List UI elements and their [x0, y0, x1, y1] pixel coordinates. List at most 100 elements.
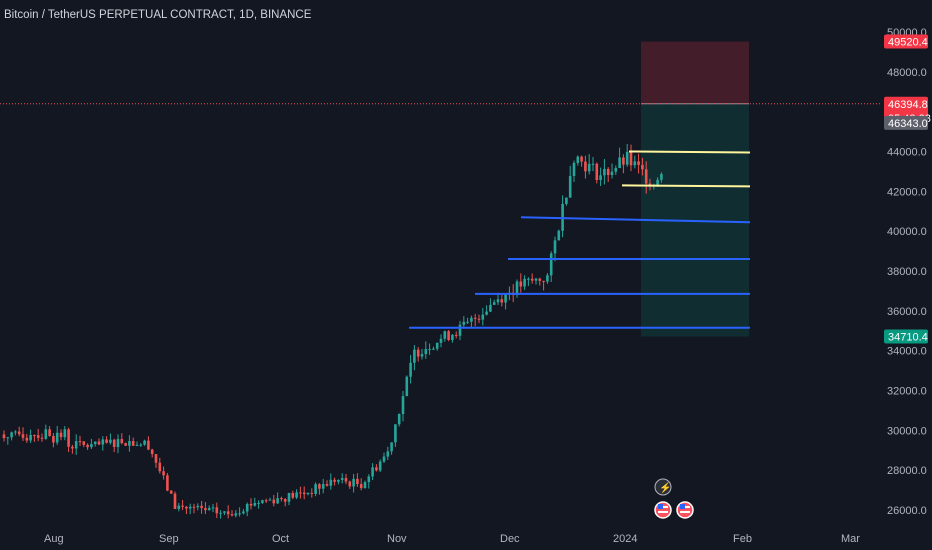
- current-price-badge: 46394.8: [888, 99, 928, 111]
- candle-body: [428, 349, 431, 351]
- candle-body: [599, 175, 602, 181]
- candle-body: [321, 484, 325, 489]
- price-axis-label: 36000.0: [887, 306, 927, 318]
- candle-body: [82, 441, 86, 445]
- time-axis-label: Aug: [44, 533, 64, 545]
- candle-body: [10, 432, 13, 438]
- candle-body: [473, 317, 477, 319]
- candle-body: [147, 440, 150, 450]
- time-axis-label: Mar: [841, 533, 860, 545]
- candle-body: [14, 431, 17, 433]
- candle-body: [656, 179, 659, 186]
- candle-body: [135, 444, 139, 446]
- support-line-40k[interactable]: [520, 216, 751, 224]
- candle-body: [367, 476, 371, 483]
- candle-body: [150, 449, 154, 455]
- candle-body: [6, 437, 10, 439]
- candle-body: [519, 281, 523, 287]
- candle-body: [557, 230, 561, 241]
- price-axis-label: 38000.0: [887, 266, 927, 278]
- candle-body: [629, 151, 633, 166]
- candle-body: [249, 503, 253, 506]
- candle-body: [143, 440, 146, 445]
- price-axis-label: 28000.0: [887, 465, 927, 477]
- price-axis-label: 48000.0: [887, 67, 927, 79]
- candle-body: [234, 513, 238, 516]
- candle-body: [568, 176, 572, 198]
- candle-body: [283, 498, 287, 502]
- candle-body: [215, 507, 219, 514]
- candle-body: [534, 278, 538, 281]
- candle-body: [485, 311, 488, 315]
- candle-body: [207, 508, 211, 511]
- secondary-price-badge: 46343.0: [888, 118, 928, 130]
- target-price-badge: 49520.4: [888, 37, 928, 49]
- us-flag-canton: [658, 504, 663, 509]
- candle-body: [394, 424, 397, 443]
- time-axis-label: Feb: [733, 533, 752, 545]
- candle-body: [584, 161, 587, 172]
- candle-body: [481, 314, 485, 320]
- target-zone[interactable]: [641, 41, 749, 104]
- candle-body: [595, 163, 599, 181]
- candle-body: [432, 348, 435, 350]
- candle-body: [29, 435, 32, 441]
- candle-body: [40, 437, 44, 439]
- candle-body: [272, 499, 276, 504]
- candle-body: [466, 321, 469, 323]
- candle-body: [409, 362, 412, 377]
- candle-body: [112, 439, 116, 448]
- candle-body: [591, 163, 595, 165]
- candle-body: [204, 508, 207, 511]
- candle-body: [230, 514, 234, 516]
- candle-body: [371, 467, 374, 477]
- candle-body: [424, 349, 428, 355]
- candle-body: [59, 432, 63, 438]
- lightning-icon[interactable]: [654, 478, 672, 496]
- candle-body: [302, 492, 306, 495]
- candle-body: [211, 507, 215, 509]
- candle-body: [492, 302, 496, 305]
- candle-body: [314, 484, 317, 494]
- price-axis-label: 26000.0: [887, 505, 927, 517]
- candle-body: [128, 441, 131, 446]
- candle-body: [337, 480, 340, 482]
- candle-body: [276, 498, 279, 504]
- secondary-price-badge-bg: [884, 115, 928, 130]
- candle-body: [420, 354, 424, 357]
- candle-body: [185, 506, 188, 509]
- time-axis-label: Sep: [159, 533, 179, 545]
- candle-body: [553, 240, 557, 254]
- candle-body: [637, 161, 640, 165]
- resistance-line-42k[interactable]: [621, 184, 751, 188]
- candle-body: [169, 490, 173, 494]
- candle-body: [454, 334, 458, 336]
- candle-body: [280, 498, 283, 500]
- candle-body: [223, 511, 226, 513]
- candle-body: [177, 505, 181, 509]
- candle-body: [63, 429, 67, 438]
- candle-body: [397, 414, 401, 425]
- candle-body: [101, 439, 105, 445]
- candle-body: [416, 349, 420, 357]
- candle-body: [625, 151, 629, 165]
- price-axis-label: 42000.0: [887, 186, 927, 198]
- chart-title: Bitcoin / TetherUS PERPETUAL CONTRACT, 1…: [4, 9, 312, 21]
- candle-body: [219, 512, 222, 514]
- resistance-line-44k[interactable]: [628, 150, 751, 154]
- us-flag-stripe: [680, 511, 690, 513]
- target-price-badge-bg: [884, 34, 928, 49]
- candle-body: [44, 429, 48, 439]
- candle-body: [242, 511, 245, 514]
- candle-body: [363, 482, 367, 489]
- candle-body: [405, 376, 409, 397]
- candle-body: [74, 441, 78, 449]
- candle-body: [33, 435, 36, 437]
- candle-body: [36, 435, 40, 438]
- lightning-glyph: ⚡: [659, 481, 671, 494]
- candle-body: [93, 441, 97, 445]
- candle-body: [116, 439, 120, 448]
- candle-body: [580, 156, 583, 162]
